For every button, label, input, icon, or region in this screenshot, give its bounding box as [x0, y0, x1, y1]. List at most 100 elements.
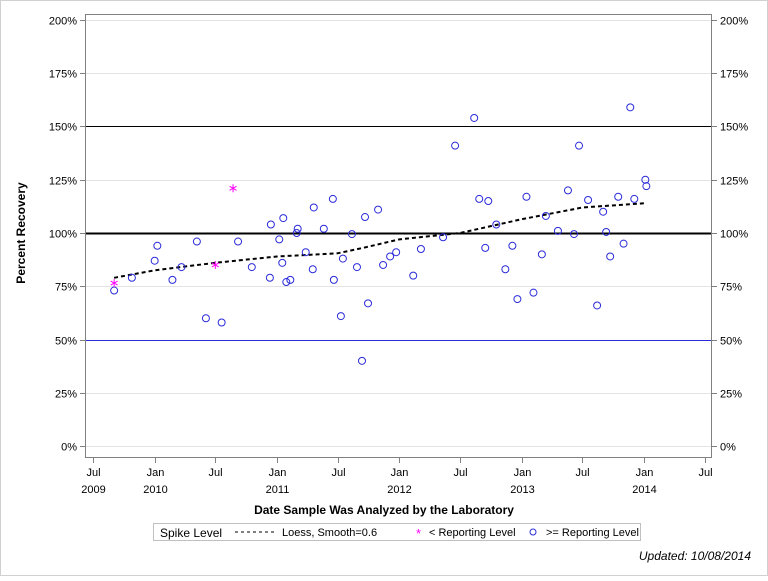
plot-frame	[85, 14, 712, 458]
data-point-circle	[374, 205, 383, 214]
data-point-circle	[606, 252, 615, 261]
data-point-circle	[599, 207, 608, 216]
legend: Spike Level Loess, Smooth=0.6 * < Report…	[153, 523, 641, 541]
data-point-circle	[127, 273, 136, 282]
data-point-circle	[492, 220, 501, 229]
data-point-circle	[630, 194, 639, 203]
data-point-circle	[484, 197, 493, 206]
x-tick-label: Jan	[514, 467, 532, 479]
legend-asterisk-icon: *	[416, 526, 421, 541]
data-point-circle	[364, 299, 373, 308]
data-point-circle	[584, 195, 593, 204]
data-point-circle	[614, 192, 623, 201]
data-point-circle	[328, 194, 337, 203]
y-tick-label-left: 75%	[55, 282, 77, 294]
updated-date: Updated: 10/08/2014	[639, 549, 751, 563]
x-tick-label: Jan	[147, 467, 165, 479]
data-point-circle	[451, 141, 460, 150]
x-tick-label: Jul	[698, 467, 712, 479]
data-point-circle	[177, 263, 186, 272]
y-tick-label-left: 200%	[49, 16, 77, 28]
data-point-circle	[386, 252, 395, 261]
x-tick-year: 2009	[81, 484, 105, 496]
y-tick-label-right: 100%	[720, 229, 748, 241]
data-point-circle	[439, 233, 448, 242]
data-point-circle	[602, 227, 611, 236]
data-point-circle	[553, 226, 562, 235]
y-tick-label-left: 175%	[49, 69, 77, 81]
x-tick-year: 2010	[143, 484, 167, 496]
data-point-circle	[338, 254, 347, 263]
x-tick-label: Jan	[391, 467, 409, 479]
x-tick-year: 2014	[632, 484, 656, 496]
data-point-circle	[309, 203, 318, 212]
y-tick-label-left: 125%	[49, 176, 77, 188]
data-point-circle	[361, 213, 370, 222]
y-tick-label-left: 100%	[49, 229, 77, 241]
data-point-circle	[192, 237, 201, 246]
data-point-circle	[470, 113, 479, 122]
data-point-circle	[234, 237, 243, 246]
y-axis: 0% 0% 25% 25% 50% 50% 75% 75% 100% 100% 125% 125% 15…	[49, 16, 748, 454]
data-point-circle	[563, 186, 572, 195]
y-tick-label-right: 25%	[720, 389, 742, 401]
x-tick-label: Jan	[269, 467, 287, 479]
x-tick-label: Jul	[86, 467, 100, 479]
legend-below-label: < Reporting Level	[429, 527, 516, 539]
legend-above-label: >= Reporting Level	[546, 527, 639, 539]
y-tick-label-left: 0%	[61, 442, 77, 454]
data-point-circle	[247, 263, 256, 272]
data-point-circle	[282, 278, 291, 287]
data-point-circle	[570, 230, 579, 239]
data-point-circle	[379, 260, 388, 269]
x-tick-label: Jul	[331, 467, 345, 479]
asterisk-stroke	[211, 262, 220, 268]
x-tick-year: 2013	[510, 484, 534, 496]
x-tick-label: Jul	[208, 467, 222, 479]
data-point-circle	[265, 273, 274, 282]
data-point-circle	[319, 224, 328, 233]
legend-circle-icon	[529, 528, 537, 536]
y-tick-label-right: 0%	[720, 442, 736, 454]
data-point-circle	[475, 194, 484, 203]
data-point-circle	[201, 314, 210, 323]
data-point-circle	[541, 211, 550, 220]
y-tick-label-left: 50%	[55, 336, 77, 348]
data-point-circle	[513, 295, 522, 304]
data-point-circle	[279, 214, 288, 223]
x-axis-title: Date Sample Was Analyzed by the Laborato…	[254, 503, 514, 517]
data-point-circle	[153, 241, 162, 250]
data-point-circle	[642, 182, 651, 191]
data-point-circle	[292, 229, 301, 238]
y-tick-label-right: 150%	[720, 122, 748, 134]
data-point-circle	[392, 248, 401, 257]
data-point-circle	[168, 275, 177, 284]
data-point-circle	[537, 250, 546, 259]
data-point-asterisk	[229, 184, 237, 193]
data-point-circle	[352, 263, 361, 272]
asterisk-stroke	[110, 280, 118, 286]
data-point-circle	[641, 175, 650, 184]
data-point-circle	[593, 301, 602, 310]
data-point-circle	[357, 356, 366, 365]
y-tick-label-left: 150%	[49, 122, 77, 134]
data-point-circle	[308, 265, 317, 274]
data-point-circle	[150, 256, 159, 265]
x-tick-label: Jul	[453, 467, 467, 479]
y-tick-label-right: 200%	[720, 16, 748, 28]
data-point-circle	[336, 312, 345, 321]
data-point-circle	[501, 265, 510, 274]
data-point-circle	[619, 239, 628, 248]
y-tick-label-left: 25%	[55, 389, 77, 401]
x-tick-label: Jan	[636, 467, 654, 479]
data-point-circle	[293, 224, 302, 233]
y-tick-label-right: 50%	[720, 336, 742, 348]
data-point-asterisk	[110, 279, 118, 288]
data-point-circle	[529, 288, 538, 297]
legend-title: Spike Level	[160, 526, 222, 540]
legend-box	[153, 523, 641, 541]
y-tick-label-right: 175%	[720, 69, 748, 81]
y-axis-title: Percent Recovery	[14, 182, 28, 284]
